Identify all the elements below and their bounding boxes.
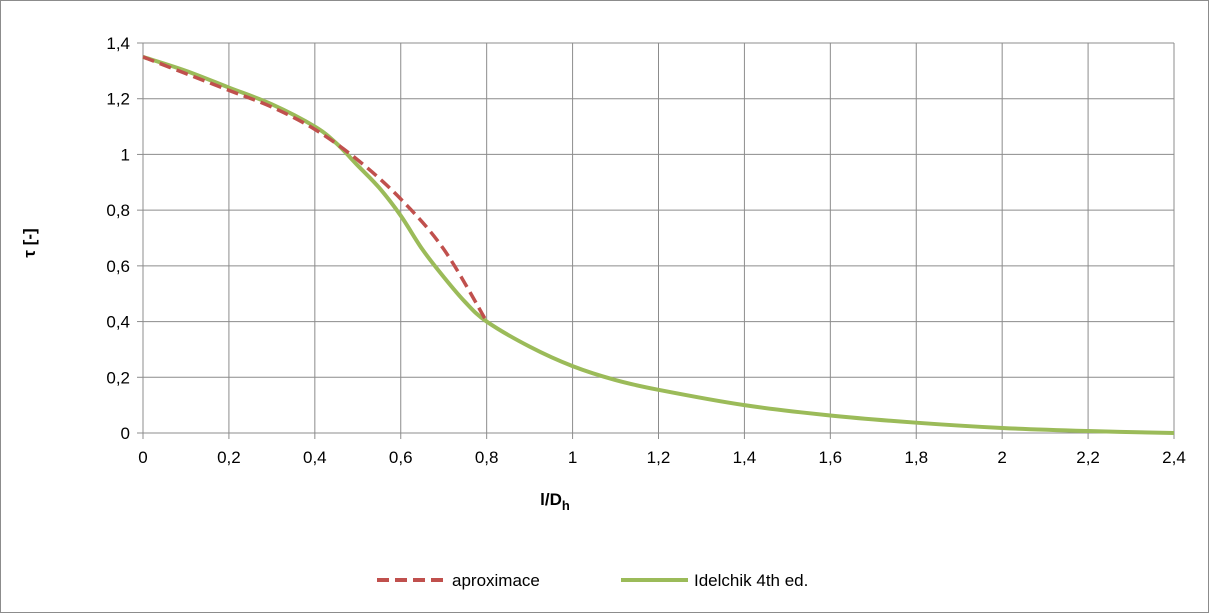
x-axis-title-subscript: h [562, 498, 570, 513]
x-tick-label: 2 [997, 448, 1006, 467]
x-tick-label: 1,6 [819, 448, 843, 467]
x-tick-label: 2,2 [1076, 448, 1100, 467]
y-tick-label: 0,8 [106, 201, 130, 220]
y-tick-label: 0 [121, 424, 130, 443]
x-tick-label: 0,6 [389, 448, 413, 467]
x-tick-label: 1,4 [733, 448, 757, 467]
x-tick-label: 1,2 [647, 448, 671, 467]
legend-label-idelchik: Idelchik 4th ed. [694, 571, 808, 590]
y-tick-label: 1 [121, 145, 130, 164]
x-tick-label: 0,4 [303, 448, 327, 467]
y-tick-label: 1,2 [106, 90, 130, 109]
y-tick-label: 1,4 [106, 34, 130, 53]
legend: aproximace Idelchik 4th ed. [377, 571, 808, 590]
x-tick-label: 0 [138, 448, 147, 467]
y-tick-label: 0,4 [106, 313, 130, 332]
series-group [142, 55, 1175, 435]
x-axis-title-main: l/D [540, 490, 562, 509]
series-line-idelchik [142, 55, 1175, 435]
legend-label-aproximace: aproximace [452, 571, 540, 590]
ticks: 0 0,2 0,4 0,6 0,8 1 1,2 1,4 0 0,2 0,4 0,6 0,8 1 1,2 1,4… [106, 34, 1185, 467]
x-tick-label: 1,8 [904, 448, 928, 467]
y-tick-label: 0,6 [106, 257, 130, 276]
x-tick-label: 2,4 [1162, 448, 1186, 467]
x-tick-label: 0,8 [475, 448, 499, 467]
x-tick-label: 1 [568, 448, 577, 467]
grid [137, 42, 1175, 439]
y-axis-title: τ [-] [20, 228, 39, 257]
y-tick-label: 0,2 [106, 368, 130, 387]
x-tick-label: 0,2 [217, 448, 241, 467]
series-line-aproximace [142, 55, 489, 323]
x-axis-title: l/Dh [540, 490, 570, 513]
